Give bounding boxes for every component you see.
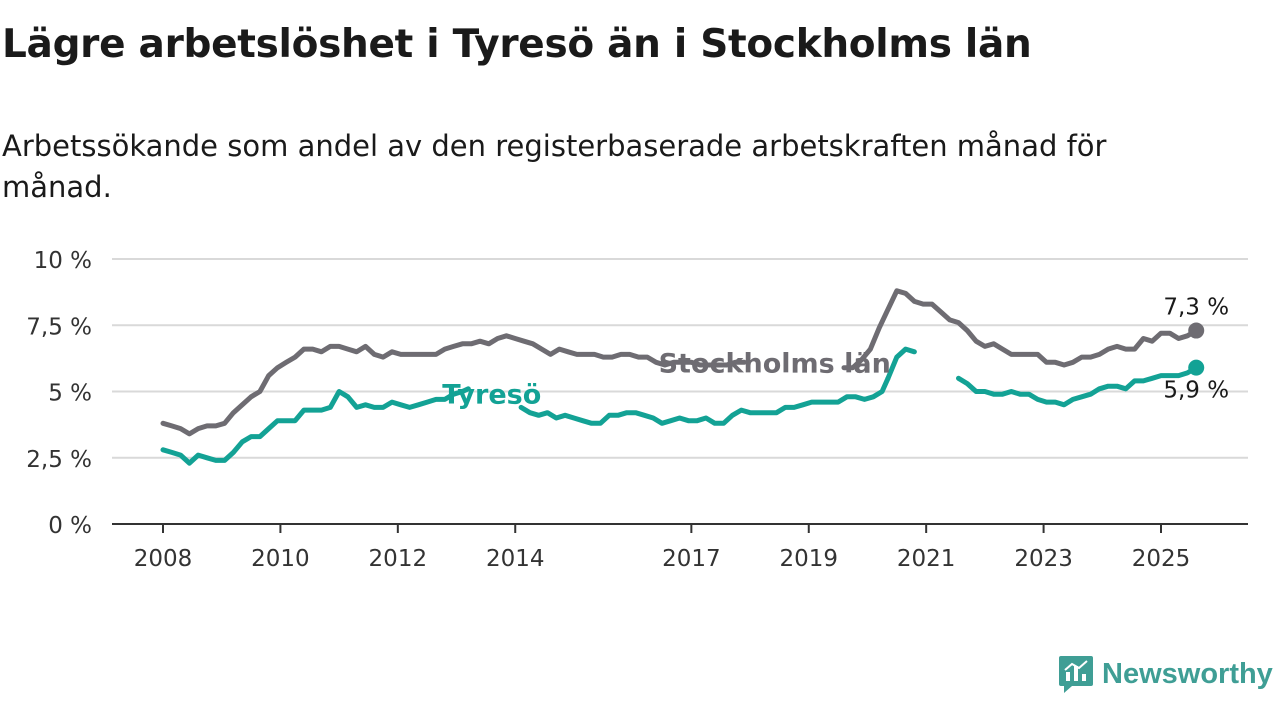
series-label-tyreso: Tyresö xyxy=(442,380,541,411)
newsworthy-logo: Newsworthy xyxy=(1058,654,1273,694)
x-tick-label: 2021 xyxy=(897,546,956,572)
series-line-stockholm xyxy=(841,288,1199,371)
y-tick-label: 0 % xyxy=(48,513,92,539)
x-tick-label: 2023 xyxy=(1014,546,1073,572)
chart-title: Lägre arbetslöshet i Tyresö än i Stockho… xyxy=(2,22,1032,67)
series-line-tyreso xyxy=(956,365,1199,408)
y-tick-label: 2,5 % xyxy=(26,447,92,473)
x-tick-label: 2025 xyxy=(1132,546,1191,572)
brand-name: Newsworthy xyxy=(1102,657,1273,690)
x-tick-label: 2014 xyxy=(486,546,545,572)
x-tick-label: 2019 xyxy=(779,546,838,572)
y-tick-label: 7,5 % xyxy=(26,314,92,340)
y-tick-label: 10 % xyxy=(34,248,92,274)
chart-subtitle: Arbetssökande som andel av den registerb… xyxy=(2,129,1107,204)
end-point-stockholm xyxy=(1188,322,1205,339)
end-label-tyreso: 5,9 % xyxy=(1163,378,1229,404)
series-label-stockholm: Stockholms län xyxy=(659,348,891,379)
series-line-stockholm xyxy=(160,333,747,437)
newsworthy-logo-icon xyxy=(1059,656,1093,693)
end-label-stockholm: 7,3 % xyxy=(1163,295,1229,321)
series-line-tyreso xyxy=(518,375,891,426)
x-tick-label: 2010 xyxy=(251,546,310,572)
series-line-tyreso xyxy=(160,386,471,466)
series-line-tyreso xyxy=(885,346,917,381)
x-tick-label: 2012 xyxy=(369,546,428,572)
end-point-tyreso xyxy=(1188,359,1205,376)
x-tick-label: 2008 xyxy=(134,546,193,572)
line-chart: 0 % 2,5 % 5 % 7,5 % 10 % 2008 2010 2012 2014 2017… xyxy=(26,248,1248,572)
y-tick-label: 5 % xyxy=(48,381,92,407)
x-tick-label: 2017 xyxy=(662,546,721,572)
